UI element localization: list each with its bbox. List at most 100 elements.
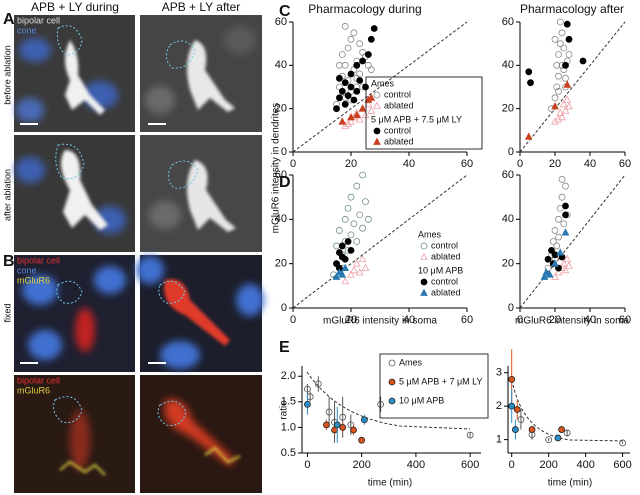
identity-line [292, 174, 468, 309]
point [347, 70, 355, 78]
x-tick-label: 40 [584, 158, 596, 170]
point [388, 378, 396, 386]
point [347, 112, 355, 121]
overlay-label: cone [17, 25, 37, 35]
point [338, 253, 346, 261]
y-tick-label: 60 [502, 169, 514, 181]
legend-title: Ames [371, 78, 395, 88]
legend-title: 5 μM APB + 7.5 μM LY [371, 114, 462, 124]
point [551, 259, 559, 267]
y-tick-label: 2 [496, 400, 502, 412]
y-tick-label: 40 [275, 213, 287, 225]
overlay-label: cone [17, 265, 37, 275]
point [341, 215, 349, 223]
point [333, 105, 340, 113]
point [347, 117, 355, 125]
point [373, 127, 381, 135]
point [555, 233, 562, 241]
point [341, 277, 350, 285]
point [548, 246, 555, 254]
point [517, 416, 525, 423]
point [553, 61, 561, 69]
point [562, 61, 569, 69]
point [558, 176, 566, 183]
x-tick-label: 0 [517, 158, 523, 170]
x-tick-label: 20 [549, 314, 561, 326]
point [359, 224, 367, 232]
y-tick-label: 40 [502, 213, 514, 225]
point [335, 74, 343, 82]
point [551, 227, 559, 234]
point [335, 94, 343, 102]
point [559, 259, 568, 267]
point [364, 61, 372, 69]
x-tick-label: 40 [584, 314, 596, 326]
overlay-label: bipolar cell [17, 375, 60, 385]
x-tick-label: 0 [304, 459, 310, 471]
point [367, 35, 375, 43]
image [140, 135, 262, 252]
point [350, 265, 358, 274]
panel-label: A [3, 11, 15, 28]
legend-label: 10 μM APB [399, 395, 444, 405]
point [562, 211, 569, 219]
point [347, 231, 355, 239]
point [553, 83, 561, 91]
point [350, 426, 357, 434]
point [360, 416, 368, 424]
x-tick-label: 0 [290, 314, 296, 326]
point [565, 35, 573, 43]
y-tick-label: 20 [275, 103, 287, 115]
point [341, 121, 350, 129]
point [388, 359, 396, 367]
image-grid [14, 15, 264, 493]
y-tick-label: 1.5 [281, 396, 296, 408]
point [563, 429, 571, 437]
point [347, 35, 355, 43]
y-tick-label: 2.0 [281, 370, 296, 382]
fit-curve [306, 371, 471, 430]
point [527, 79, 534, 87]
point [323, 421, 330, 429]
point [565, 51, 573, 58]
point [314, 380, 322, 388]
point [333, 242, 340, 250]
point [373, 91, 381, 99]
point [370, 25, 378, 32]
point [555, 51, 562, 58]
point [347, 83, 355, 91]
point [551, 117, 559, 125]
x-tick-label: 60 [461, 158, 473, 170]
point [508, 402, 516, 410]
point [554, 115, 563, 123]
point [353, 182, 361, 190]
legend-title: 10 μM APB [418, 265, 463, 275]
point [373, 137, 381, 145]
point [353, 87, 361, 95]
overlay-label: bipolar cell [17, 15, 60, 25]
point [563, 80, 572, 88]
point [558, 112, 566, 121]
point [528, 426, 536, 433]
point [551, 102, 559, 110]
point [359, 57, 367, 65]
legend-label: Ames [399, 357, 423, 367]
fit-curve [511, 379, 626, 442]
point [388, 397, 396, 405]
point [377, 400, 385, 408]
point [556, 40, 564, 48]
x-tick-label: 200 [539, 459, 557, 471]
image [140, 375, 262, 493]
point [333, 421, 341, 429]
x-tick-label: 20 [345, 314, 357, 326]
row-label: fixed [2, 303, 12, 322]
y-tick-label: 0 [508, 146, 514, 158]
point [358, 254, 367, 263]
identity-line [519, 174, 626, 309]
point [344, 238, 352, 245]
point [525, 68, 533, 76]
x-tick-label: 40 [403, 314, 415, 326]
y-tick-label: 60 [275, 16, 287, 28]
point [565, 102, 573, 110]
